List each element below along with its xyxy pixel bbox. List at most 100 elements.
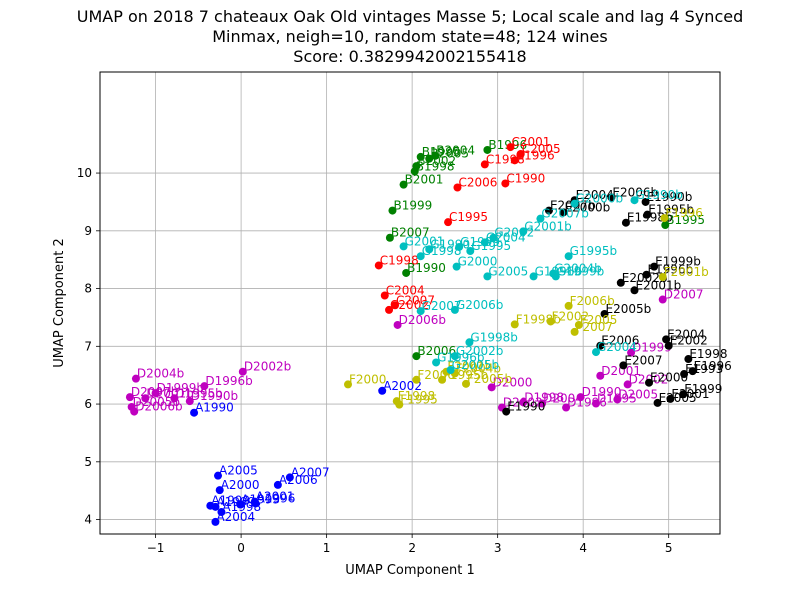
data-point-a2002 xyxy=(378,386,387,395)
data-point-label: G2004 xyxy=(486,230,526,244)
data-point-label: B2004 xyxy=(436,144,475,158)
data-point-label: G2002 xyxy=(494,226,534,240)
data-point-b1999 xyxy=(388,206,397,215)
data-point-label: A1996 xyxy=(257,491,296,505)
data-point-c1996 xyxy=(510,156,519,165)
data-point-a2001 xyxy=(250,497,259,506)
data-point-label: C1998 xyxy=(486,152,525,166)
data-point-d2006b xyxy=(130,407,139,416)
data-point-g1995b xyxy=(564,252,573,261)
data-point-label: F2004b xyxy=(456,361,501,375)
plot-frame xyxy=(99,71,721,535)
data-point-g1996b xyxy=(529,272,538,281)
data-point-e2007b xyxy=(544,206,553,215)
data-point-f2006b xyxy=(564,301,573,310)
x-axis-label: UMAP Component 1 xyxy=(345,563,474,578)
data-point-g2001b xyxy=(519,227,528,236)
y-tick-label: 10 xyxy=(77,166,92,180)
data-point-f2001b xyxy=(658,273,667,282)
data-point-g1990 xyxy=(425,245,434,254)
data-point-label: F2007 xyxy=(576,320,613,334)
data-point-label: D2004 xyxy=(543,391,583,405)
data-point-label: G2005b xyxy=(452,358,499,372)
x-tick-label: 4 xyxy=(579,541,587,555)
data-point-a1993 xyxy=(236,500,245,509)
data-point-label: D2007b xyxy=(131,385,178,399)
data-point-label: E2001 xyxy=(671,387,709,401)
data-point-label: A2007 xyxy=(291,465,330,479)
data-point-label: E1999b xyxy=(655,255,701,269)
data-point-d2002 xyxy=(623,380,632,389)
data-point-label: E1996 xyxy=(694,359,732,373)
data-point-e2001 xyxy=(666,394,675,403)
x-tick-label: −1 xyxy=(147,541,165,555)
data-point-label: G2000b xyxy=(576,192,623,206)
data-point-g1996b xyxy=(432,358,441,367)
data-point-label: D1995b xyxy=(175,386,222,400)
data-point-label: F1996 xyxy=(665,206,702,220)
data-point-f2007 xyxy=(570,327,579,336)
data-point-label: E2000 xyxy=(650,371,688,385)
data-point-label: D2007 xyxy=(664,288,704,302)
chart-title-line-2: Minmax, neigh=10, random state=48; 124 w… xyxy=(212,27,607,46)
data-point-label: G2004b xyxy=(554,262,601,276)
data-point-label: G2000 xyxy=(458,255,498,269)
data-point-e2000 xyxy=(645,378,654,387)
data-point-label: D1996b xyxy=(205,374,252,388)
data-point-e2004 xyxy=(662,335,671,344)
data-point-e2005b xyxy=(600,309,609,318)
data-point-b1995 xyxy=(661,221,670,230)
data-point-label: B1998 xyxy=(416,159,455,173)
x-tick-label: 3 xyxy=(494,541,502,555)
data-point-e1995b xyxy=(643,210,652,219)
data-point-g2005b xyxy=(446,365,455,374)
data-point-label: C2001 xyxy=(511,135,550,149)
data-point-g1999 xyxy=(455,242,464,251)
data-point-label: D2001 xyxy=(601,364,641,378)
y-tick-label: 9 xyxy=(84,224,92,238)
data-point-g1990b xyxy=(630,196,639,205)
data-point-label: B2005 xyxy=(430,147,469,161)
data-point-label: D2002b xyxy=(244,360,291,374)
data-point-d1998 xyxy=(519,398,528,407)
data-point-e2001b xyxy=(630,286,639,295)
data-point-b2004 xyxy=(431,151,440,160)
data-point-label: F1995 xyxy=(400,393,437,407)
data-point-label: G1999b xyxy=(557,264,604,278)
y-tick-label: 6 xyxy=(84,397,92,411)
data-point-d1995 xyxy=(592,399,600,408)
data-point-label: D1999 xyxy=(632,341,672,355)
data-point-d1999 xyxy=(627,348,636,357)
data-point-label: C1998 xyxy=(380,253,419,267)
y-tick-label: 5 xyxy=(84,455,92,469)
data-point-label: C1990 xyxy=(506,171,545,185)
data-point-label: B2007 xyxy=(391,226,430,240)
y-axis-ticks: 4 5 6 7 8 9 10 xyxy=(77,166,100,527)
data-point-label: F2005 xyxy=(580,313,617,327)
data-point-label: G1995 xyxy=(471,239,511,253)
data-point-label: D2006b xyxy=(399,313,446,327)
data-point-d1990 xyxy=(576,393,585,402)
data-point-d2000 xyxy=(487,383,496,392)
gridlines xyxy=(100,72,720,534)
data-point-label: D1998 xyxy=(524,390,564,404)
data-point-label: A2000 xyxy=(221,478,260,492)
data-point-e1996b xyxy=(642,270,651,279)
data-point-label: D2005 xyxy=(618,387,658,401)
data-point-label: E1998 xyxy=(689,347,727,361)
data-point-g1999b xyxy=(551,272,560,281)
data-point-g2007b xyxy=(536,214,545,223)
data-point-label: F2006b xyxy=(570,294,615,308)
data-point-label: D2004b xyxy=(137,367,184,381)
data-point-label: B1995 xyxy=(666,213,705,227)
data-point-label: E1990b xyxy=(647,190,693,204)
data-point-a1998 xyxy=(217,508,226,517)
data-point-label: G1996b xyxy=(437,350,484,364)
y-tick-label: 8 xyxy=(84,282,92,296)
data-point-g2002b xyxy=(450,352,459,361)
data-point-label: D2002 xyxy=(503,396,543,410)
data-point-label: F2005b xyxy=(467,372,512,386)
data-point-g2005 xyxy=(483,272,492,281)
data-point-label: E1995b xyxy=(648,203,694,217)
data-point-label: A1999 xyxy=(216,495,255,509)
